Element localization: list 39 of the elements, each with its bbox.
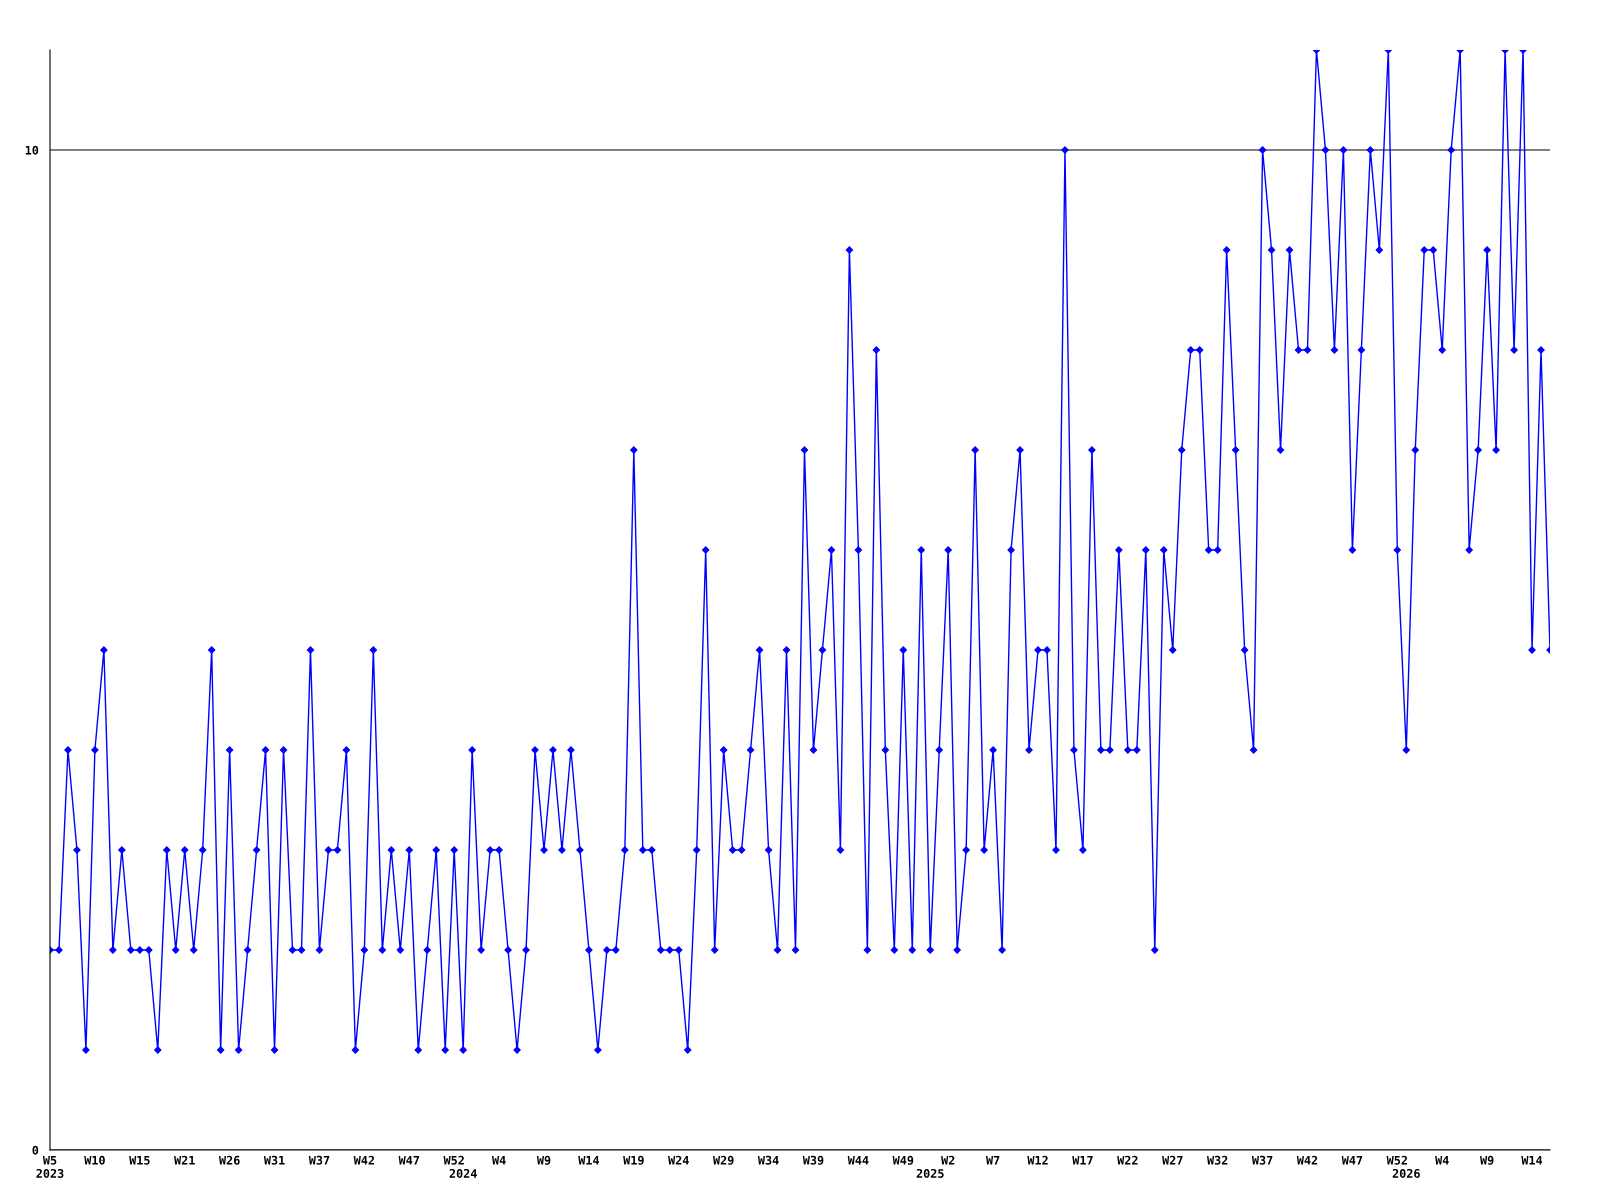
x-tick-label: W12 (1027, 1155, 1048, 1165)
x-tick-label: 2024 (449, 1168, 477, 1178)
y-tick-label: 0 (32, 1145, 39, 1155)
x-tick-label: W14 (1521, 1155, 1543, 1165)
x-tick-label: W34 (757, 1155, 779, 1165)
x-tick-label: 2026 (1392, 1168, 1420, 1178)
x-tick-label: W9 (1480, 1155, 1494, 1165)
x-tick-label: W5 2023 (36, 1155, 64, 1178)
x-tick-label: W4 (491, 1155, 506, 1165)
x-tick-label: W7 (986, 1155, 1000, 1165)
x-tick-label: W27 (1162, 1155, 1183, 1165)
x-tick-label: W37 (308, 1155, 330, 1165)
x-tick-label: W42 (353, 1155, 375, 1165)
x-tick-label: W2 (941, 1155, 955, 1165)
x-tick-label: W52 (1386, 1155, 1407, 1165)
x-tick-label: W37 (1251, 1155, 1273, 1165)
x-tick-label: W26 (218, 1155, 240, 1165)
x-tick-label: W47 (398, 1155, 420, 1165)
x-tick-label: W10 (84, 1155, 105, 1165)
x-tick-label: W52 (443, 1155, 464, 1165)
x-tick-label: W42 (1296, 1155, 1318, 1165)
x-tick-label: W19 (623, 1155, 644, 1165)
y-tick-label: 10 (25, 145, 39, 155)
x-tick-label: W39 (802, 1155, 824, 1165)
x-tick-label: W24 (668, 1155, 689, 1165)
x-tick-label: W14 (578, 1155, 600, 1165)
x-tick-label: W32 (1207, 1155, 1228, 1165)
x-tick-label: W49 (892, 1155, 914, 1165)
x-tick-label: W15 (129, 1155, 150, 1165)
x-tick-label: W29 (712, 1155, 734, 1165)
x-tick-label: W47 (1341, 1155, 1363, 1165)
x-tick-label: W9 (536, 1155, 551, 1165)
x-tick-label: W21 (174, 1155, 195, 1165)
x-tick-label: W22 (1117, 1155, 1138, 1165)
x-tick-label: W44 (847, 1155, 869, 1165)
x-tick-label: W31 (263, 1155, 285, 1165)
x-tick-label: W4 (1435, 1155, 1449, 1165)
x-tick-label: W17 (1072, 1155, 1093, 1165)
x-tick-label: 2025 (916, 1168, 944, 1178)
